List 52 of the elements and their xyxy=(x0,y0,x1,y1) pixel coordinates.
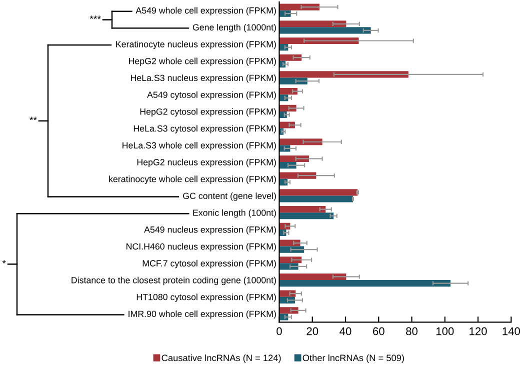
bar xyxy=(279,54,302,61)
bar xyxy=(279,206,326,213)
bar xyxy=(279,307,298,314)
text: *** xyxy=(90,16,101,19)
legend-label: Causative lncRNAs (N = 124) xyxy=(162,354,281,363)
bar xyxy=(279,20,346,28)
y-tick-label: Gene length (1000nt) xyxy=(192,24,276,32)
bar xyxy=(279,212,334,220)
y-tick-label: A549 cytosol expression (FPKM) xyxy=(147,91,276,100)
x-tick-label: 120 xyxy=(470,327,487,336)
y-tick-label: HepG2 nucleus expression (FPKM) xyxy=(137,158,276,168)
bar xyxy=(279,88,298,95)
bar xyxy=(279,280,451,287)
x-tick-label: 0 xyxy=(276,327,282,336)
y-tick-label: MCF.7 cytosol expression (FPKM) xyxy=(142,260,276,268)
y-tick-label: HeLa.S3 cytosol expression (FPKM) xyxy=(134,125,276,134)
y-tick-label: HeLa.S3 nucleus expression (FPKM) xyxy=(130,74,276,83)
bar xyxy=(279,122,295,128)
x-tick-label: 80 xyxy=(406,327,418,336)
text: ** xyxy=(30,116,37,120)
bar xyxy=(279,256,302,264)
y-tick-label: HepG2 cytosol expression (FPKM) xyxy=(140,108,276,117)
y-tick-label: Keratinocyte nucleus expression (FPKM) xyxy=(116,40,276,50)
legend-label: Other lncRNAs (N = 509) xyxy=(302,354,404,363)
bar xyxy=(279,172,316,179)
x-tick-label: 140 xyxy=(502,327,520,336)
bar xyxy=(279,196,353,202)
y-tick-label: IMR.90 whole cell expression (FPKM) xyxy=(128,310,276,319)
y-tick-label: Exonic length (100nt) xyxy=(193,209,276,218)
y-tick-label: A549 whole cell expression (FPKM) xyxy=(136,7,276,16)
x-tick-label: 20 xyxy=(306,327,318,336)
bar xyxy=(279,240,300,246)
bar xyxy=(279,273,346,280)
x-tick-label: 60 xyxy=(373,327,384,336)
bar xyxy=(279,263,298,270)
bar xyxy=(279,4,320,10)
y-tick-label: Distance to the closest protein coding gene (1000nt) xyxy=(72,276,276,286)
y-tick-label: HeLa.S3 whole cell expression (FPKM) xyxy=(122,142,276,150)
bar xyxy=(279,138,322,146)
y-tick-label: HepG2 whole cell expression (FPKM) xyxy=(128,58,276,66)
y-tick-label: A549 nucleus expression (FPKM) xyxy=(144,226,276,235)
bar xyxy=(279,71,408,78)
y-tick-label: NCI.H460 nucleus expression (FPKM) xyxy=(126,243,276,252)
y-tick-label: keratinocyte whole cell expression (FPKM) xyxy=(109,176,276,184)
bar xyxy=(279,189,358,196)
bar xyxy=(279,78,308,84)
x-tick-label: 40 xyxy=(340,327,352,336)
x-tick-label: 100 xyxy=(436,327,454,336)
bar xyxy=(279,27,371,34)
text: * xyxy=(2,260,6,264)
y-tick-label: GC content (gene level) xyxy=(183,192,276,201)
y-tick-label: HT1080 cytosol expression (FPKM) xyxy=(136,294,276,302)
